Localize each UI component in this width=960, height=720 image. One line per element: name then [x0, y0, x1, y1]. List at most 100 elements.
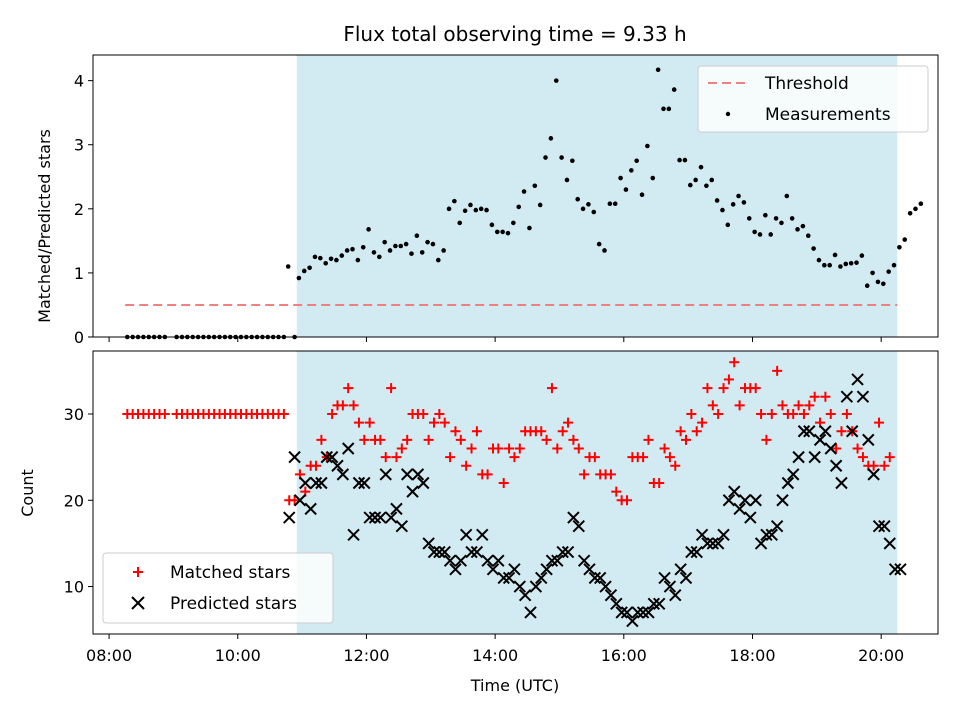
- matched-star-marker: [455, 434, 466, 445]
- predicted-marker-b: [797, 425, 811, 438]
- predicted-marker-b: [642, 606, 655, 619]
- predicted-star-marker: [599, 580, 612, 593]
- bottom-x-ticks: 08:00 10:00 12:00 14:00 16:00 18:00 20:00: [86, 634, 904, 665]
- predicted-marker-b: [808, 450, 821, 464]
- predicted-marker-b: [283, 511, 296, 524]
- measurement-point: [779, 220, 784, 226]
- measurement-point: [478, 206, 484, 212]
- predicted-marker-b: [400, 468, 414, 481]
- measurement-point: [666, 106, 672, 112]
- bottom-y-tick-label: 30: [64, 405, 84, 424]
- predicted-marker-b: [347, 528, 360, 541]
- measurement-point: [494, 229, 500, 235]
- predicted-star-marker: [347, 528, 360, 541]
- matched-star-marker: [820, 391, 831, 402]
- measurement-point: [425, 239, 430, 245]
- matched-star-marker: [654, 478, 665, 489]
- bottom-y-axis-label: Count: [18, 469, 37, 517]
- predicted-star-marker: [406, 485, 419, 498]
- matched-star-marker: [852, 443, 863, 454]
- predicted-marker-b: [309, 476, 323, 490]
- measurement-point: [768, 232, 774, 237]
- matched-star-marker: [857, 452, 868, 463]
- predicted-marker-b: [502, 571, 516, 585]
- measurement-point: [564, 177, 570, 183]
- measurement-point: [607, 201, 613, 206]
- predicted-marker-b: [636, 606, 650, 619]
- measurement-point: [757, 232, 763, 237]
- predicted-star-marker: [867, 468, 880, 481]
- measurement-point: [382, 239, 387, 245]
- x-tick-label: 08:00: [86, 646, 132, 665]
- matched-star-marker: [337, 400, 348, 411]
- top-legend: Threshold Measurements: [697, 65, 929, 133]
- predicted-star-marker: [283, 511, 296, 524]
- predicted-star-marker: [513, 580, 526, 593]
- measurement-point: [709, 177, 715, 183]
- legend-predicted-swatch: [131, 596, 145, 610]
- matched-star-marker: [707, 400, 718, 411]
- measurement-point: [811, 246, 816, 251]
- measurement-point: [913, 206, 918, 212]
- predicted-marker-b: [615, 606, 628, 619]
- predicted-star-marker: [615, 606, 628, 619]
- predicted-star-marker: [722, 494, 736, 507]
- measurement-point: [596, 241, 602, 247]
- matched-star-marker: [670, 460, 681, 471]
- predicted-marker-b: [690, 545, 703, 559]
- measurement-point: [312, 254, 318, 260]
- matched-star-marker: [681, 434, 692, 445]
- measurement-point: [360, 244, 366, 250]
- matched-star-marker: [766, 408, 777, 419]
- predicted-star-marker: [846, 425, 859, 438]
- matched-star-marker: [375, 434, 386, 445]
- matched-star-marker: [879, 460, 890, 471]
- predicted-marker-b: [803, 425, 816, 438]
- predicted-star-marker: [572, 519, 585, 533]
- predicted-star-marker: [797, 425, 811, 438]
- matched-star-marker: [825, 408, 836, 419]
- predicted-marker-b: [631, 606, 644, 619]
- matched-star-marker: [353, 417, 364, 428]
- predicted-marker-b: [427, 545, 441, 559]
- predicted-star-marker: [647, 597, 661, 611]
- predicted-star-marker: [497, 571, 510, 585]
- matched-star-marker: [713, 408, 724, 419]
- measurement-point: [891, 262, 897, 268]
- predicted-star-marker: [470, 545, 484, 559]
- measurement-point: [655, 67, 661, 73]
- predicted-star-marker: [556, 545, 569, 559]
- legend-matched-label: Matched stars: [170, 563, 290, 583]
- matched-star-marker: [546, 383, 557, 394]
- predicted-marker-b: [663, 580, 677, 593]
- matched-star-marker: [343, 383, 354, 394]
- measurement-point: [355, 257, 361, 263]
- matched-star-marker: [793, 400, 804, 411]
- predicted-star-marker: [781, 476, 795, 490]
- matched-star-marker: [327, 408, 338, 419]
- matched-star-marker: [729, 357, 740, 368]
- matched-star-marker: [638, 452, 649, 463]
- measurement-point: [864, 283, 870, 289]
- predicted-marker-b: [679, 571, 693, 585]
- matched-star-marker: [734, 400, 745, 411]
- predicted-marker-b: [695, 528, 709, 541]
- predicted-marker-b: [384, 511, 398, 524]
- measurement-point: [634, 158, 639, 164]
- measurement-point: [859, 253, 865, 258]
- predicted-star-marker: [701, 537, 714, 550]
- predicted-star-marker: [803, 425, 816, 438]
- measurement-point: [307, 265, 312, 271]
- measurement-point: [698, 164, 704, 170]
- predicted-star-marker: [411, 468, 425, 481]
- predicted-star-marker: [320, 450, 333, 464]
- predicted-marker-b: [846, 425, 859, 438]
- matched-star-marker: [541, 434, 552, 445]
- predicted-star-marker: [604, 588, 618, 602]
- predicted-star-marker: [685, 545, 698, 559]
- predicted-star-marker: [325, 450, 339, 464]
- predicted-marker-b: [883, 537, 896, 550]
- matched-star-marker: [761, 434, 772, 445]
- predicted-star-marker: [888, 563, 902, 576]
- matched-star-marker: [836, 426, 847, 437]
